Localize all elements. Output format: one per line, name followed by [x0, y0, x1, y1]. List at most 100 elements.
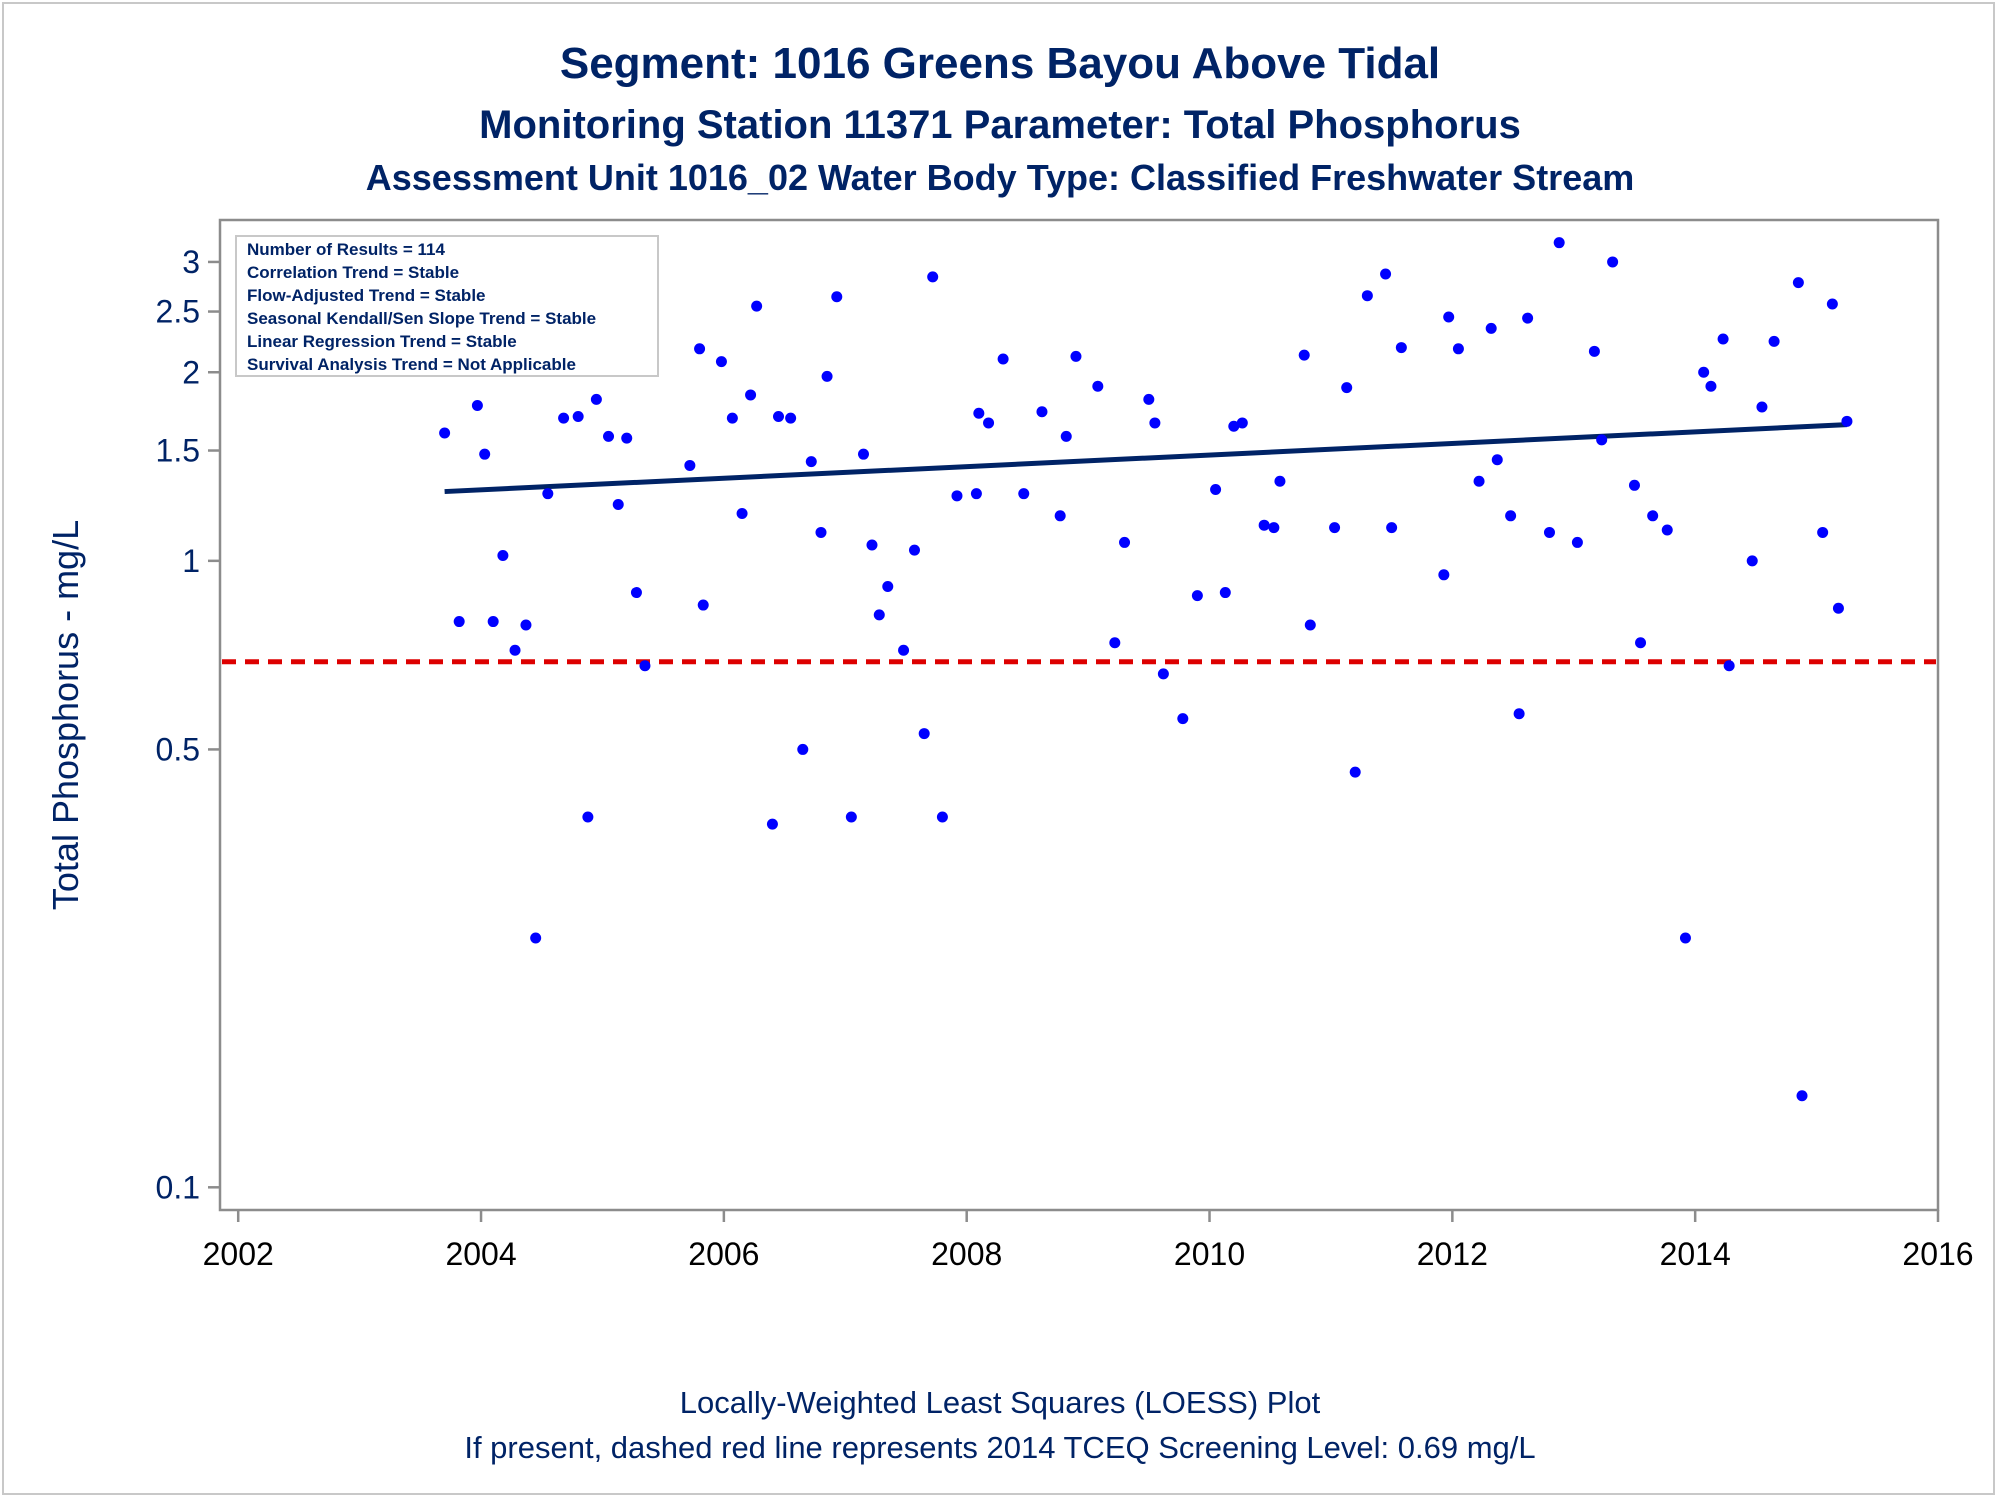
- data-point: [1756, 401, 1768, 413]
- data-point: [603, 430, 615, 442]
- data-point: [582, 811, 594, 823]
- data-point: [1268, 522, 1280, 534]
- data-point: [1473, 475, 1485, 487]
- data-point: [1304, 619, 1316, 631]
- data-point: [766, 818, 778, 830]
- info-line: Seasonal Kendall/Sen Slope Trend = Stabl…: [247, 309, 596, 328]
- data-point: [1236, 417, 1248, 429]
- data-point: [1228, 420, 1240, 432]
- data-point: [542, 488, 554, 500]
- plot-area-frame: [218, 218, 1940, 1212]
- data-point: [1698, 366, 1710, 378]
- data-point: [1143, 393, 1155, 405]
- data-point: [471, 399, 483, 411]
- data-point: [1723, 660, 1735, 672]
- data-point: [1635, 637, 1647, 649]
- x-tick-label: 2016: [1902, 1236, 1973, 1272]
- data-point: [520, 619, 532, 631]
- data-point: [927, 271, 939, 283]
- data-point: [866, 539, 878, 551]
- x-tick-label: 2004: [445, 1236, 516, 1272]
- x-tick-label: 2014: [1660, 1236, 1731, 1272]
- data-point: [951, 490, 963, 502]
- data-point: [530, 932, 542, 944]
- data-point: [1485, 322, 1497, 334]
- data-point: [1191, 590, 1203, 602]
- data-point: [970, 488, 982, 500]
- data-point: [1018, 488, 1030, 500]
- data-point: [918, 728, 930, 740]
- data-point: [1036, 406, 1048, 418]
- data-point: [1119, 536, 1131, 548]
- x-tick-label: 2008: [931, 1236, 1002, 1272]
- data-point: [1157, 668, 1169, 680]
- data-point: [684, 459, 696, 471]
- data-point: [882, 581, 894, 593]
- data-point: [1792, 277, 1804, 289]
- data-point: [1628, 479, 1640, 491]
- data-point: [590, 393, 602, 405]
- data-point: [453, 616, 465, 628]
- data-point: [1826, 298, 1838, 310]
- data-point: [1443, 311, 1455, 323]
- data-point: [1452, 343, 1464, 355]
- data-point: [1513, 708, 1525, 720]
- trend-line: [444, 422, 1848, 495]
- data-point: [983, 417, 995, 429]
- data-point: [821, 370, 833, 382]
- data-point: [1386, 522, 1398, 534]
- data-point: [1491, 454, 1503, 466]
- data-point: [497, 549, 509, 561]
- info-line: Survival Analysis Trend = Not Applicable: [247, 355, 576, 374]
- data-point: [630, 587, 642, 599]
- data-point: [1717, 333, 1729, 345]
- data-point: [1588, 345, 1600, 357]
- data-point: [1149, 417, 1161, 429]
- data-point: [745, 389, 757, 401]
- data-point: [479, 448, 491, 460]
- data-point: [1679, 932, 1691, 944]
- data-point: [558, 412, 570, 424]
- data-point: [639, 660, 651, 672]
- data-point: [1298, 349, 1310, 361]
- data-point: [936, 811, 948, 823]
- data-point: [1522, 312, 1534, 324]
- info-line: Correlation Trend = Stable: [247, 263, 459, 282]
- data-point: [509, 644, 521, 656]
- data-point: [785, 412, 797, 424]
- y-tick-label: 2: [182, 354, 200, 390]
- data-point: [1571, 536, 1583, 548]
- data-point: [1553, 237, 1565, 249]
- footnote-loess: Locally-Weighted Least Squares (LOESS) P…: [680, 1385, 1321, 1420]
- data-point: [1258, 519, 1270, 531]
- data-point: [997, 353, 1009, 365]
- data-point: [1505, 510, 1517, 522]
- data-point: [1361, 290, 1373, 302]
- data-point: [1092, 380, 1104, 392]
- data-point: [1329, 522, 1341, 534]
- info-box: Number of Results = 114 Correlation Tren…: [235, 235, 659, 377]
- data-point: [1349, 766, 1361, 778]
- y-tick-label: 0.5: [156, 731, 200, 767]
- data-point: [845, 811, 857, 823]
- data-point: [1705, 380, 1717, 392]
- chart-subtitle-2: Assessment Unit 1016_02 Water Body Type:…: [366, 157, 1635, 198]
- data-point: [898, 644, 910, 656]
- x-tick-label: 2006: [688, 1236, 759, 1272]
- data-point: [1054, 510, 1066, 522]
- info-line: Linear Regression Trend = Stable: [247, 332, 517, 351]
- data-point: [873, 609, 885, 621]
- data-point: [1647, 510, 1659, 522]
- data-point: [726, 412, 738, 424]
- y-tick-label: 1.5: [156, 433, 200, 469]
- data-point: [1219, 587, 1231, 599]
- data-points: [439, 237, 1853, 1102]
- data-point: [1380, 268, 1392, 280]
- data-point: [1070, 350, 1082, 362]
- y-tick-label: 2.5: [156, 294, 200, 330]
- data-point: [697, 599, 709, 611]
- data-point: [736, 508, 748, 520]
- x-tick-label: 2012: [1417, 1236, 1488, 1272]
- info-line: Flow-Adjusted Trend = Stable: [247, 286, 486, 305]
